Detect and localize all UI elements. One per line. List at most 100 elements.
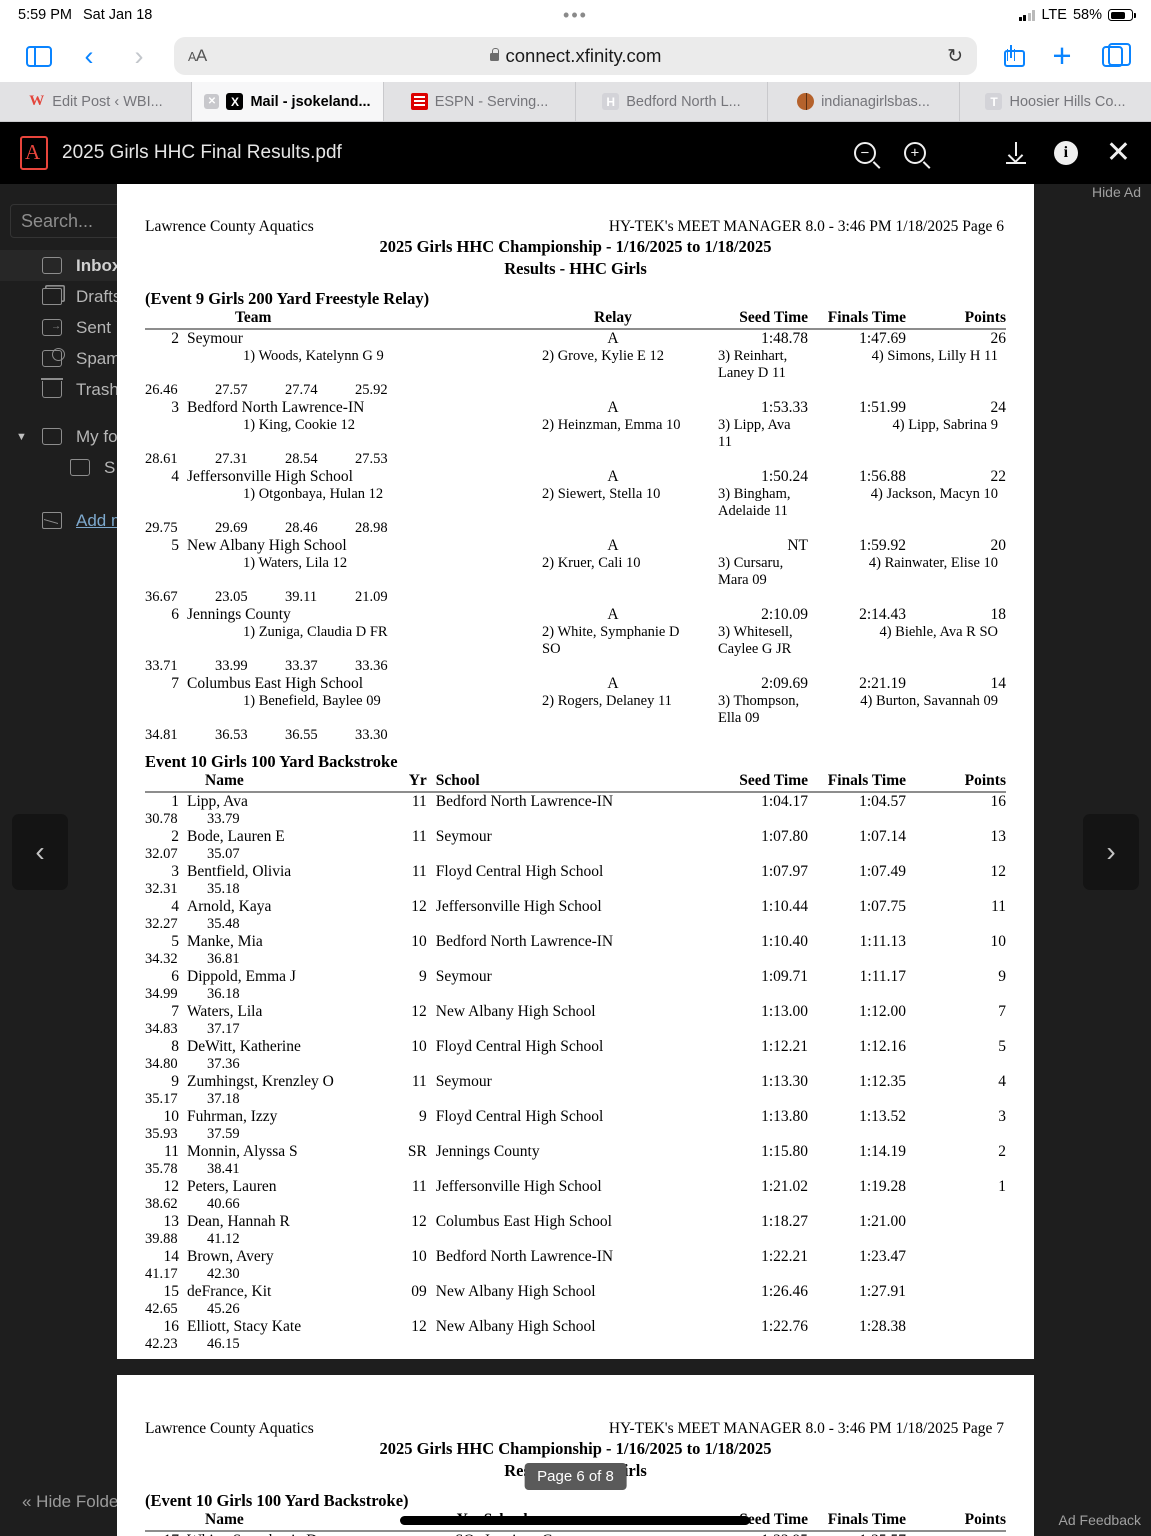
pdf-next-page-button[interactable]: › [1083,814,1139,890]
mail-subfolder-label: S [104,457,116,477]
hide-folders-button[interactable]: « Hide Folders [22,1492,133,1511]
event9-splits-row: 28.61 27.31 28.54 27.53 [145,451,1006,468]
event9-splits-row: 26.46 27.57 27.74 25.92 [145,382,1006,399]
seed-time: 1:53.33 [761,398,808,416]
mail-folder-drafts[interactable]: Drafts [0,281,220,312]
event10-splits-row: 32.27 35.48 [145,916,1006,933]
zoom-in-button[interactable]: + [903,142,926,164]
finals-time: 1:11.13 [859,932,906,950]
menu-button[interactable] [954,147,978,159]
info-button[interactable]: i [1053,141,1078,165]
swimmer-name: Peters, Lauren [187,1177,277,1195]
ad-feedback-link[interactable]: Ad Feedback [1058,1512,1142,1528]
pdf-scroll-thumb[interactable] [400,1516,750,1525]
new-tab-button[interactable]: + [1039,36,1085,76]
pdf-viewer-toolbar: 2025 Girls HHC Final Results.pdf − + i ✕ [0,122,1151,184]
school: Floyd Central High School [435,862,604,880]
event10-heading: Event 10 Girls 100 Yard Backstroke [145,751,398,771]
battery-percent-label: 58% [1072,7,1102,23]
browser-tab-1[interactable]: ✕ X Mail - jsokeland... [192,82,384,121]
tab-label: Hoosier Hills Co... [1009,93,1126,110]
relay-leg-1: 1) Zuniga, Claudia D FR [243,623,388,640]
place: 6 [171,605,179,623]
browser-tab-3[interactable]: H Bedford North L... [576,82,768,121]
seed-time: 1:33.95 [688,1531,808,1536]
splits: 41.17 42.30 [145,1265,240,1282]
event9-legs-row: 1) Zuniga, Claudia D FR 2) White, Symphan… [145,624,1006,658]
mail-subfolder[interactable]: S [0,452,220,483]
event9-header-points: Points [928,308,1006,330]
seed-time: 1:13.30 [761,1072,808,1090]
text-size-button[interactable]: AA [188,46,207,65]
tab-label: ESPN - Serving... [434,93,549,110]
mail-folder-spam[interactable]: Spam [0,343,220,374]
event9-header-finals: Finals Time [808,308,928,330]
mail-folder-trash[interactable]: Trash [0,374,220,405]
back-button[interactable]: ‹ [66,36,112,76]
pdf-filename: 2025 Girls HHC Final Results.pdf [62,142,342,163]
event10-splits-row: 32.07 35.07 [145,846,1006,863]
page7-meta: HY-TEK's MEET MANAGER 8.0 - 3:46 PM 1/18… [608,1420,1004,1437]
pdf-previous-page-button[interactable]: ‹ [12,814,68,890]
page7-event10-result-row: 17White, Symphanie DSOJennings County1:3… [145,1531,1006,1536]
event10-splits-row: 30.78 33.79 [145,811,1006,828]
event9-splits-row: 34.81 36.53 36.55 33.30 [145,727,1006,744]
year: 09 [411,1282,427,1300]
points [928,1318,1006,1336]
event10-result-row: 4 Arnold, Kaya 12 Jeffersonville High Schoo… [145,898,1006,916]
sidebar-toggle-button[interactable] [16,36,62,76]
reload-button[interactable]: ↻ [947,45,963,67]
seed-time: 1:15.80 [761,1142,808,1160]
address-bar[interactable]: AA connect.xfinity.com ↻ [174,37,977,75]
place: 4 [171,897,179,915]
browser-tab-2[interactable]: ESPN - Serving... [384,82,576,121]
event9-legs-row: 1) Waters, Lila 12 2) Kruer, Cali 10 3) Cu… [145,555,1006,589]
hide-ad-button[interactable]: Hide Ad [1091,184,1141,200]
chevron-down-icon: ▼ [16,430,27,443]
zoom-out-button[interactable]: − [853,142,876,164]
finals-time: 1:11.17 [859,967,906,985]
event10-splits-row: 39.88 41.12 [145,1231,1006,1248]
close-button[interactable]: ✕ [1105,136,1131,169]
school: Bedford North Lawrence-IN [435,792,614,810]
place: 14 [163,1247,180,1265]
finals-time: 1:07.49 [859,862,906,880]
relay-leg-1: 1) King, Cookie 12 [243,416,355,433]
finals-time: 1:12.35 [859,1072,906,1090]
relay-letter: A [607,467,619,485]
seed-time: 1:13.80 [761,1107,808,1125]
share-button[interactable] [989,36,1035,76]
event10-results-table: Name Yr School Seed Time Finals Time Poi… [145,771,1006,1353]
event9-legs-row: 1) King, Cookie 12 2) Heinzman, Emma 10 3)… [145,417,1006,451]
download-button[interactable] [1005,142,1026,164]
year: 10 [411,1037,427,1055]
school: New Albany High School [435,1282,596,1300]
browser-tab-4[interactable]: indianagirlsbas... [768,82,960,121]
tab-close-icon[interactable]: ✕ [204,94,220,109]
relay-letter: A [607,329,619,347]
place: 3 [171,862,179,880]
points [928,1531,1006,1536]
lock-icon [489,47,499,61]
event10-splits-row: 35.17 37.18 [145,1091,1006,1108]
splits: 30.78 33.79 [145,810,240,827]
page7-header-name: Name [187,1510,444,1532]
event9-heading: (Event 9 Girls 200 Yard Freestyle Relay) [145,288,430,308]
tab-overview-button[interactable] [1089,36,1135,76]
year: 12 [411,1317,427,1335]
page6-org: Lawrence County Aquatics [145,218,314,235]
school: Bedford North Lawrence-IN [435,1247,614,1265]
school: Jennings County [435,1142,540,1160]
mail-folder-sent[interactable]: Sent [0,312,220,343]
swimmer-name: Waters, Lila [187,1002,263,1020]
event9-header-seed: Seed Time [688,308,808,330]
event10-result-row: 8 DeWitt, Katherine 10 Floyd Central High S… [145,1038,1006,1056]
page6-subtitle: Results - HHC Girls [504,259,647,279]
browser-tab-5[interactable]: T Hoosier Hills Co... [960,82,1151,121]
mail-folder-label: Trash [76,379,119,399]
relay-letter: A [607,605,619,623]
browser-tab-0[interactable]: W Edit Post ‹ WBI... [0,82,192,121]
year: 11 [411,862,427,880]
forward-button[interactable]: › [116,36,162,76]
school: Columbus East High School [435,1212,612,1230]
